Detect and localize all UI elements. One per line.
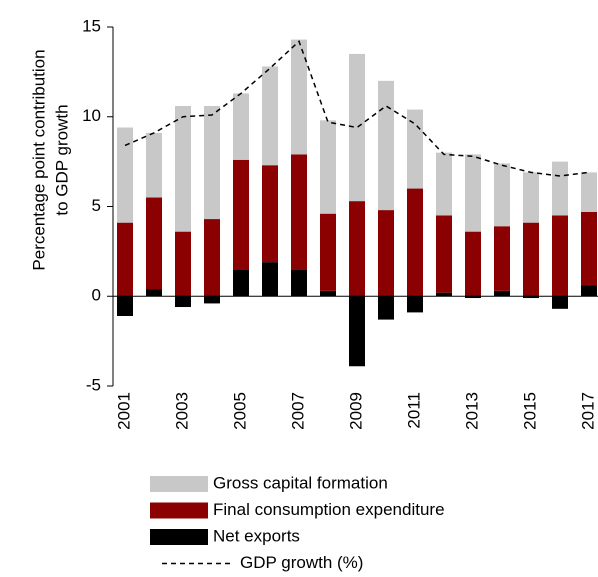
bar [378, 210, 394, 297]
x-tick-label: 2013 [462, 392, 481, 430]
bar [494, 163, 510, 227]
bar [262, 165, 278, 263]
bar [436, 215, 452, 293]
bar [204, 296, 220, 304]
x-tick-label: 2011 [404, 392, 423, 429]
bar [552, 215, 568, 297]
bar [320, 213, 336, 291]
bar [262, 262, 278, 297]
bar [204, 105, 220, 220]
legend-label: Gross capital formation [213, 473, 388, 492]
bar [175, 296, 191, 308]
bar [581, 211, 597, 286]
bar [494, 226, 510, 291]
y-axis-label: Percentage point contribution [29, 49, 48, 270]
bar [552, 161, 568, 216]
x-tick-label: 2003 [172, 392, 191, 430]
bar [378, 296, 394, 320]
x-tick-label: 2017 [578, 392, 597, 430]
bar [465, 296, 481, 299]
bar [378, 80, 394, 211]
bar [523, 296, 539, 299]
y-tick-label: -5 [86, 375, 101, 394]
bar [291, 154, 307, 270]
x-tick-label: 2007 [288, 392, 307, 430]
legend-swatch [150, 529, 208, 545]
bar [465, 154, 481, 232]
bar [581, 285, 597, 297]
legend-swatch [150, 476, 208, 492]
bar [117, 296, 133, 316]
bar [349, 296, 365, 367]
bar [407, 109, 423, 189]
bar [204, 219, 220, 297]
bar [465, 231, 481, 297]
bar [291, 269, 307, 297]
bar [175, 231, 191, 297]
x-tick-label: 2009 [346, 392, 365, 430]
y-tick-label: 0 [92, 286, 101, 305]
y-tick-label: 5 [92, 196, 101, 215]
bar [233, 269, 249, 297]
bar [407, 188, 423, 297]
bar [552, 296, 568, 309]
bar [291, 39, 307, 155]
bar [233, 159, 249, 270]
bar [349, 201, 365, 297]
bar [117, 222, 133, 297]
bar [407, 296, 423, 313]
bar [436, 292, 452, 297]
bar [175, 105, 191, 232]
bar [146, 197, 162, 290]
bar [523, 222, 539, 297]
bar [349, 53, 365, 202]
bar [117, 127, 133, 223]
bar [320, 290, 336, 297]
line [124, 40, 590, 177]
legend-swatch [150, 502, 208, 519]
x-tick-label: 2001 [114, 392, 133, 430]
y-tick-label: 10 [82, 106, 101, 125]
bar [523, 172, 539, 223]
bar [262, 66, 278, 166]
legend-label: Net exports [213, 526, 300, 545]
bar [233, 93, 249, 160]
y-tick-label: 15 [82, 16, 101, 35]
bar [320, 120, 336, 214]
legend-label: GDP growth (%) [240, 553, 363, 572]
bar [581, 172, 597, 212]
y-axis-label: to GDP growth [52, 104, 71, 215]
x-tick-label: 2015 [520, 392, 539, 430]
bar [436, 152, 452, 216]
bar [494, 290, 510, 297]
x-tick-label: 2005 [230, 392, 249, 430]
legend-label: Final consumption expenditure [213, 500, 445, 519]
bar [146, 289, 162, 297]
bar [146, 132, 162, 198]
